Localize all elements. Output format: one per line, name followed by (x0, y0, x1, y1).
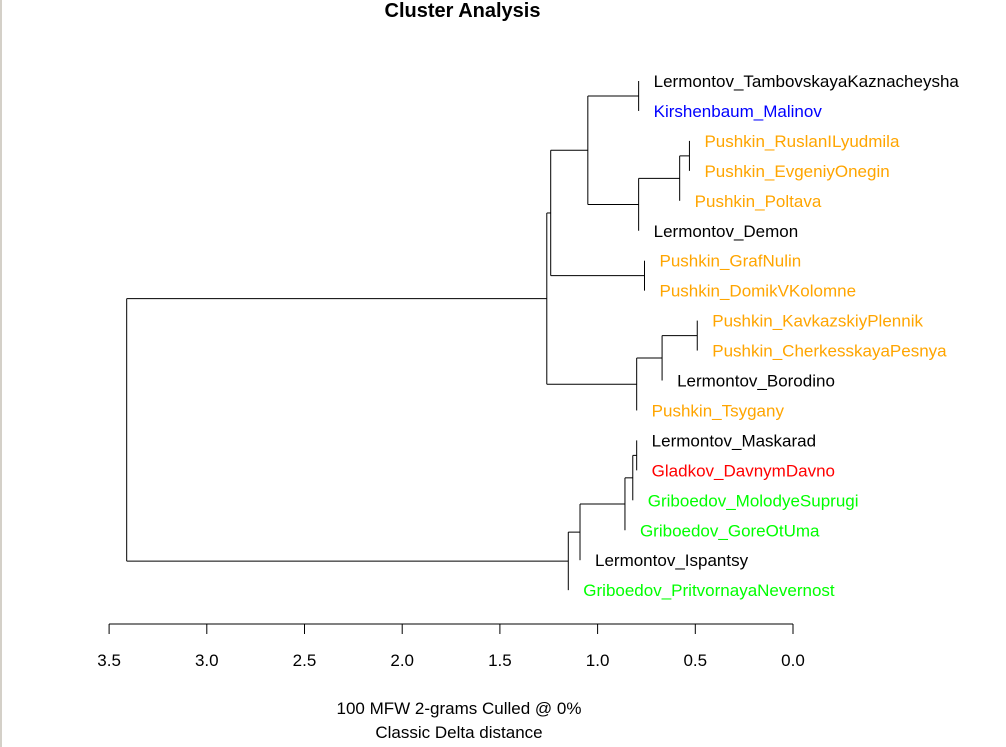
leaf-label: Pushkin_GrafNulin (659, 252, 801, 271)
x-tick-label: 3.0 (195, 651, 219, 670)
leaf-label: Lermontov_Demon (654, 222, 799, 241)
x-axis: 3.5 3.0 2.5 2.0 1.5 1.0 0.5 0.0 (97, 623, 805, 670)
x-tick-label: 3.5 (97, 651, 121, 670)
x-tick-label: 0.0 (781, 651, 805, 670)
x-tick-label: 0.5 (683, 651, 707, 670)
leaf-label: Lermontov_TambovskayaKaznacheysha (654, 72, 960, 91)
window-left-border (0, 0, 2, 747)
x-tick-label: 2.0 (390, 651, 414, 670)
leaf-label: Pushkin_Poltava (695, 192, 822, 211)
chart-subtitle-line-2: Classic Delta distance (375, 723, 543, 742)
leaf-label: Lermontov_Maskarad (652, 431, 816, 450)
chart-subtitle-line-1: 100 MFW 2-grams Culled @ 0% (336, 699, 582, 718)
leaf-label: Griboedov_PritvornayaNevernost (583, 581, 835, 600)
leaf-label: Lermontov_Borodino (677, 372, 835, 391)
leaf-labels: Lermontov_TambovskayaKaznacheysha Kirshen… (583, 72, 959, 600)
leaf-label: Lermontov_Ispantsy (595, 551, 749, 570)
leaf-label: Griboedov_GoreOtUma (640, 521, 820, 540)
leaf-label: Kirshenbaum_Malinov (654, 102, 823, 121)
leaf-label: Pushkin_RuslanILyudmila (704, 132, 900, 151)
x-tick-label: 2.5 (293, 651, 317, 670)
chart-title: Cluster Analysis (384, 0, 541, 22)
leaf-label: Pushkin_DomikVKolomne (659, 282, 856, 301)
leaf-label: Pushkin_KavkazskiyPlennik (712, 312, 923, 331)
leaf-label: Gladkov_DavnymDavno (652, 461, 835, 480)
leaf-label: Pushkin_Tsygany (652, 401, 785, 420)
x-tick-label: 1.0 (586, 651, 610, 670)
leaf-label: Griboedov_MolodyeSuprugi (648, 491, 859, 510)
leaf-label: Pushkin_CherkesskayaPesnya (712, 342, 947, 361)
x-tick-label: 1.5 (488, 651, 512, 670)
leaf-label: Pushkin_EvgeniyOnegin (704, 162, 889, 181)
dendrogram-branches (126, 81, 698, 591)
